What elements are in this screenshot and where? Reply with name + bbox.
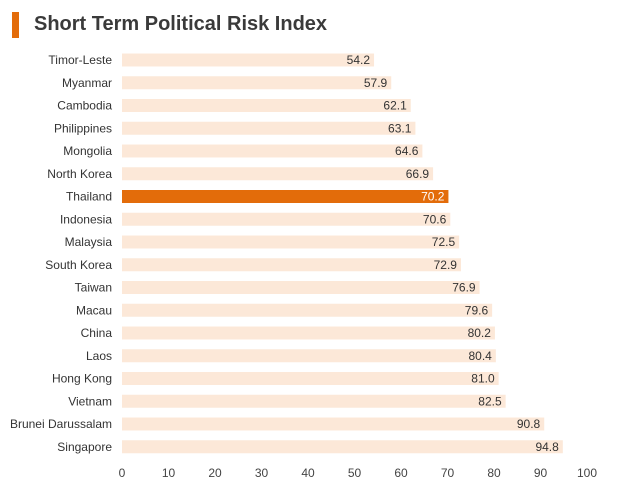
value-label: 70.2 [421,190,445,204]
x-tick-label: 90 [534,466,548,480]
bar [122,76,392,90]
category-label: North Korea [47,167,112,181]
bar [122,303,493,317]
category-label: Singapore [57,440,112,454]
value-label: 62.1 [383,99,407,113]
category-label: Philippines [54,121,112,135]
value-label: 57.9 [364,76,388,90]
value-label: 90.8 [517,417,541,431]
bar [122,167,434,181]
bar [122,212,451,226]
x-tick-label: 30 [255,466,269,480]
bar [122,258,461,272]
category-label: Timor-Leste [48,53,112,67]
bar [122,281,480,294]
bar [122,326,495,340]
category-label: Mongolia [63,144,112,158]
value-label: 82.5 [478,394,502,408]
chart-title: Short Term Political Risk Index [34,13,328,35]
category-label: Taiwan [75,281,112,295]
x-tick-label: 50 [348,466,362,480]
bar [122,417,545,431]
bar [122,394,506,408]
x-tick-label: 40 [301,466,315,480]
category-label: Myanmar [62,76,112,90]
value-label: 72.5 [432,235,456,249]
value-label: 72.9 [434,258,458,272]
x-tick-label: 20 [208,466,222,480]
bar [122,53,375,67]
x-tick-label: 100 [577,466,597,480]
value-label: 54.2 [347,53,371,67]
value-label: 76.9 [452,281,476,295]
category-label: Vietnam [68,394,112,408]
bar [122,349,496,363]
x-tick-label: 80 [487,466,501,480]
value-label: 64.6 [395,144,419,158]
bar-highlight [122,190,449,203]
category-label: Brunei Darussalam [10,417,112,431]
bar [122,440,563,454]
category-label: Indonesia [60,212,112,226]
value-label: 80.4 [469,349,493,363]
category-label: Thailand [66,190,112,204]
title-accent-bar [12,12,19,38]
x-tick-label: 0 [119,466,126,480]
value-label: 79.6 [465,303,489,317]
value-label: 70.6 [423,212,447,226]
category-label: China [81,326,113,340]
value-label: 80.2 [468,326,492,340]
category-label: Malaysia [65,235,113,249]
category-label: Hong Kong [52,372,112,386]
bar [122,121,416,135]
category-label: Cambodia [57,99,112,113]
x-tick-label: 70 [441,466,455,480]
category-label: Laos [86,349,112,363]
value-label: 63.1 [388,121,412,135]
value-label: 81.0 [471,372,495,386]
bar [122,144,423,158]
bar [122,99,411,112]
category-label: Macau [76,303,112,317]
x-tick-label: 60 [394,466,408,480]
value-label: 66.9 [406,167,430,181]
category-label: South Korea [45,258,112,272]
bar [122,235,460,249]
value-label: 94.8 [535,440,559,454]
bar [122,372,499,385]
x-tick-label: 10 [162,466,176,480]
